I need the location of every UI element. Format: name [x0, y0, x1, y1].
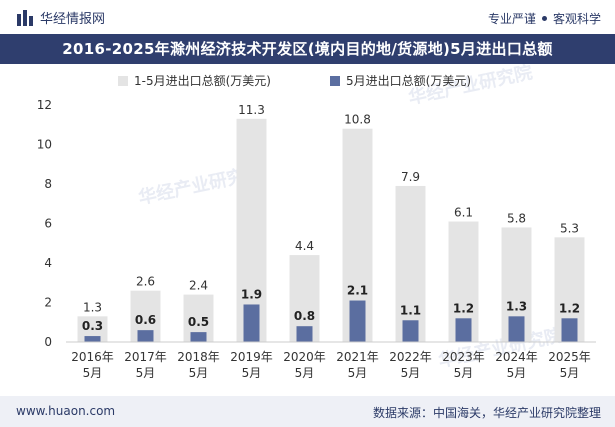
bar-may: [508, 316, 525, 342]
x-tick-label-year: 2017年: [124, 350, 167, 364]
data-label-may: 0.3: [82, 319, 103, 333]
legend-label-0: 1-5月进出口总额(万美元): [134, 74, 271, 88]
bar-may: [349, 300, 366, 342]
legend-swatch-1: [330, 76, 340, 86]
tagline: 专业严谨 客观科学: [488, 10, 601, 27]
tagline-professional: 专业严谨: [487, 12, 536, 26]
data-label-total: 2.6: [136, 275, 155, 289]
y-tick-label: 12: [37, 98, 52, 112]
x-tick-label-year: 2019年: [230, 350, 273, 364]
x-tick-label-month: 5月: [348, 366, 368, 380]
brand[interactable]: 华经情报网: [16, 8, 105, 27]
x-tick-label-month: 5月: [83, 366, 103, 380]
data-label-total: 4.4: [295, 239, 314, 253]
separator-dot: [541, 16, 547, 21]
bar-may: [190, 332, 207, 342]
x-tick-label-month: 5月: [189, 366, 209, 380]
x-tick-label-year: 2023年: [442, 350, 485, 364]
footer: www.huaon.com 数据来源：中国海关，华经产业研究院整理: [0, 396, 615, 427]
x-tick-label-month: 5月: [295, 366, 315, 380]
data-label-may: 0.8: [294, 309, 315, 323]
bar-may: [243, 304, 260, 342]
y-tick-label: 4: [44, 256, 52, 270]
x-tick-label-year: 2025年: [548, 350, 591, 364]
data-source: 数据来源：中国海关，华经产业研究院整理: [372, 406, 601, 420]
x-tick-label-year: 2018年: [177, 350, 220, 364]
data-label-total: 1.3: [83, 300, 102, 314]
x-tick-label-month: 5月: [507, 366, 527, 380]
data-label-may: 0.5: [188, 315, 209, 329]
x-tick-label-year: 2020年: [283, 350, 326, 364]
x-tick-label-year: 2021年: [336, 350, 379, 364]
x-tick-label-month: 5月: [401, 366, 421, 380]
data-label-may: 2.1: [347, 284, 368, 298]
data-label-total: 7.9: [401, 170, 420, 184]
tagline-objective: 客观科学: [552, 12, 601, 26]
data-label-may: 0.6: [135, 313, 156, 327]
legend-label-1: 5月进出口总额(万美元): [346, 74, 471, 88]
chart-title-bar: 2016-2025年滁州经济技术开发区(境内目的地/货源地)5月进出口总额: [0, 34, 615, 64]
x-tick-label-month: 5月: [136, 366, 156, 380]
bar-logo-icon: [17, 9, 33, 26]
chart-title: 2016-2025年滁州经济技术开发区(境内目的地/货源地)5月进出口总额: [62, 40, 553, 58]
top-bar: 华经情报网 专业严谨 客观科学: [0, 0, 615, 34]
bar-may: [455, 318, 472, 342]
x-tick-label-month: 5月: [454, 366, 474, 380]
bar-may: [402, 320, 419, 342]
website-link[interactable]: www.huaon.com: [16, 404, 116, 418]
data-label-total: 11.3: [238, 103, 265, 117]
bar-may: [561, 318, 578, 342]
x-tick-label-month: 5月: [560, 366, 580, 380]
data-label-may: 1.9: [241, 287, 262, 301]
data-label-may: 1.2: [453, 301, 474, 315]
data-label-total: 5.8: [507, 211, 526, 225]
y-tick-label: 8: [44, 177, 52, 191]
x-tick-label-month: 5月: [242, 366, 262, 380]
data-label-may: 1.3: [506, 299, 527, 313]
data-label-total: 2.4: [189, 279, 208, 293]
data-label-total: 10.8: [344, 113, 371, 127]
legend-swatch-0: [118, 76, 128, 86]
data-label-total: 5.3: [560, 221, 579, 235]
data-label-total: 6.1: [454, 206, 473, 220]
data-label-may: 1.1: [400, 303, 421, 317]
bar-total: [395, 185, 426, 342]
brand-name: 华经情报网: [40, 12, 106, 27]
x-tick-label-year: 2016年: [71, 350, 114, 364]
bar-may: [296, 326, 313, 342]
y-tick-label: 2: [44, 296, 52, 310]
y-tick-label: 0: [44, 335, 52, 349]
bar-may: [137, 330, 154, 342]
x-tick-label-year: 2024年: [495, 350, 538, 364]
y-tick-label: 6: [44, 217, 52, 231]
bar-may: [84, 336, 101, 342]
y-tick-label: 10: [37, 138, 52, 152]
data-label-may: 1.2: [559, 301, 580, 315]
x-tick-label-year: 2022年: [389, 350, 432, 364]
